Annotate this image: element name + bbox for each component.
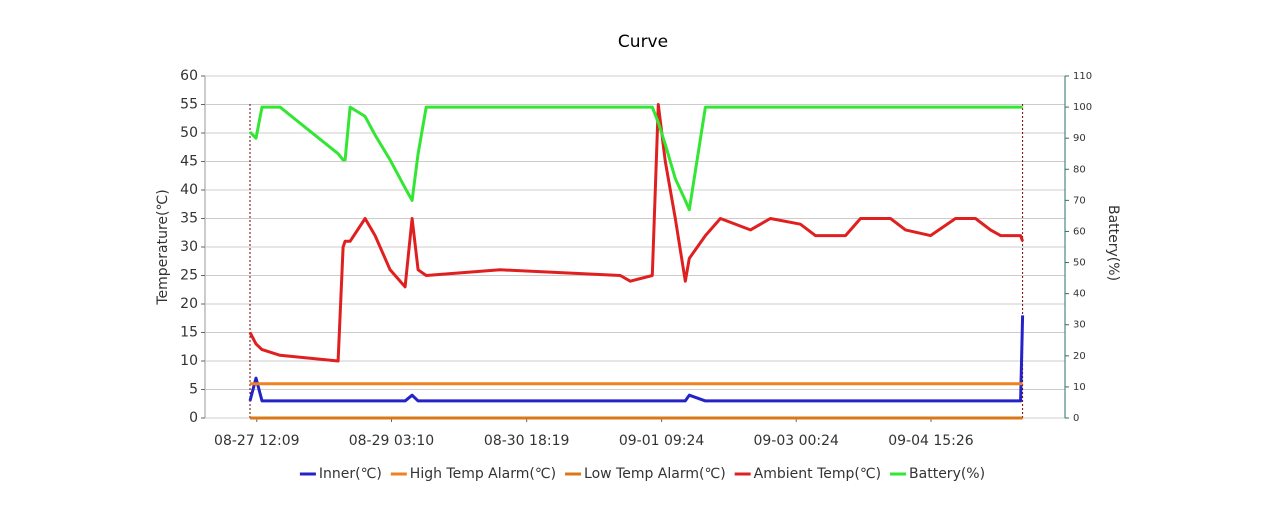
y-tick-label: 20 — [180, 296, 198, 312]
x-tick-label: 08-30 18:19 — [484, 433, 569, 449]
y-tick-label: 25 — [180, 268, 198, 284]
y-tick-label: 50 — [180, 125, 198, 141]
y-tick-label: 35 — [180, 211, 198, 227]
y2-tick-label: 30 — [1073, 320, 1086, 331]
y-tick-label: 55 — [180, 97, 198, 113]
y-tick-label: 45 — [180, 154, 198, 170]
y2-tick-label: 110 — [1073, 71, 1092, 82]
legend-label: Battery(%) — [909, 466, 985, 482]
y-tick-label: 10 — [180, 353, 198, 369]
x-tick-label: 09-04 15:26 — [888, 433, 974, 449]
y2-tick-label: 0 — [1073, 413, 1079, 424]
y-tick-label: 40 — [180, 182, 198, 198]
series-line — [248, 105, 1023, 212]
y-tick-label: 15 — [180, 325, 198, 341]
y2-tick-label: 60 — [1073, 226, 1086, 237]
legend-label: Low Temp Alarm(℃) — [584, 466, 726, 482]
x-tick-label: 08-27 12:09 — [214, 433, 299, 449]
series-line — [248, 315, 1025, 403]
y2-tick-label: 20 — [1073, 351, 1086, 362]
chart-title: Curve — [618, 32, 668, 52]
y2-tick-label: 90 — [1073, 133, 1086, 144]
legend-label: Inner(℃) — [319, 466, 382, 482]
y-tick-label: 0 — [189, 410, 198, 426]
y-tick-label: 5 — [189, 382, 198, 398]
y2-tick-label: 10 — [1073, 382, 1086, 393]
legend-label: High Temp Alarm(℃) — [410, 466, 556, 482]
series-line — [248, 103, 1025, 363]
x-tick-label: 09-03 00:24 — [753, 433, 839, 449]
x-tick-label: 08-29 03:10 — [349, 433, 434, 449]
y2-tick-label: 50 — [1073, 258, 1086, 269]
y2-tick-label: 70 — [1073, 195, 1086, 206]
legend-label: Ambient Temp(℃) — [754, 466, 881, 482]
x-tick-label: 09-01 09:24 — [619, 433, 705, 449]
y-axis-label: Temperature(℃) — [155, 189, 171, 305]
y2-axis-label: Battery(%) — [1105, 205, 1121, 281]
y-tick-label: 30 — [180, 239, 198, 255]
y-tick-label: 60 — [180, 68, 198, 84]
y2-tick-label: 100 — [1073, 102, 1092, 113]
y2-tick-label: 80 — [1073, 164, 1086, 175]
y2-tick-label: 40 — [1073, 289, 1086, 300]
